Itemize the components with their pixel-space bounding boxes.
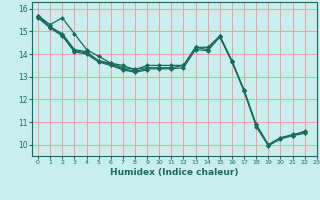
X-axis label: Humidex (Indice chaleur): Humidex (Indice chaleur) [110,168,239,177]
